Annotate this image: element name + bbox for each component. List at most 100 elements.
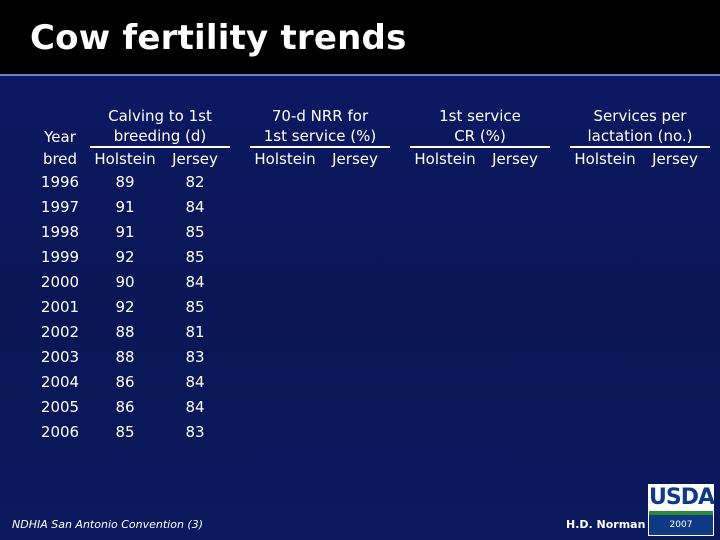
empty-cell: [410, 295, 480, 320]
empty-cell: [640, 195, 710, 220]
empty-cell: [410, 345, 480, 370]
empty-cell: [640, 320, 710, 345]
empty-cell: [230, 295, 250, 320]
footer-left: NDHIA San Antonio Convention (3): [12, 518, 204, 531]
usda-logo-year: 2007: [649, 515, 713, 535]
empty-cell: [640, 345, 710, 370]
empty-cell: [320, 270, 390, 295]
empty-cell: [410, 220, 480, 245]
table-row: 2004 86 84: [30, 370, 710, 395]
table-row: 2002 88 81: [30, 320, 710, 345]
year-cell: 2002: [40, 323, 80, 341]
table-body: 1996 89 82 1997 91 84 1998 91 85 1999 92 85 2000 90 84…: [30, 170, 710, 445]
empty-cell: [570, 370, 640, 395]
year-cell: 2001: [40, 298, 80, 316]
empty-cell: [410, 420, 480, 445]
empty-cell: [390, 170, 410, 195]
header-row-2: Year bred Holstein Jersey Holstein Jerse…: [30, 127, 710, 170]
year-cell: 1997: [40, 198, 80, 216]
group-header-services: Services per lactation (no.): [570, 106, 710, 148]
empty-cell: [550, 220, 570, 245]
empty-cell: [230, 370, 250, 395]
empty-cell: [480, 195, 550, 220]
table-row: 1996 89 82: [30, 170, 710, 195]
group-header-cr: 1st service CR (%): [410, 106, 550, 148]
holstein-calving-cell: 92: [115, 248, 135, 266]
empty-cell: [640, 270, 710, 295]
empty-cell: [570, 245, 640, 270]
table-row: 1998 91 85: [30, 220, 710, 245]
empty-cell: [320, 295, 390, 320]
year-cell: 1996: [40, 173, 80, 191]
empty-cell: [570, 195, 640, 220]
empty-cell: [250, 420, 320, 445]
holstein-calving-cell: 85: [115, 423, 135, 441]
holstein-calving-cell: 92: [115, 298, 135, 316]
year-cell: 2005: [40, 398, 80, 416]
jersey-calving-cell: 84: [185, 373, 205, 391]
year-cell: 1998: [40, 223, 80, 241]
empty-cell: [640, 245, 710, 270]
empty-cell: [250, 270, 320, 295]
empty-cell: [230, 245, 250, 270]
empty-cell: [480, 345, 550, 370]
empty-cell: [320, 245, 390, 270]
empty-cell: [550, 195, 570, 220]
empty-cell: [250, 220, 320, 245]
breed-header-jersey: Jersey: [332, 150, 378, 168]
table-row: 1999 92 85: [30, 245, 710, 270]
empty-cell: [320, 345, 390, 370]
empty-cell: [390, 295, 410, 320]
empty-cell: [570, 295, 640, 320]
empty-cell: [230, 270, 250, 295]
empty-cell: [320, 395, 390, 420]
year-cell: 2004: [40, 373, 80, 391]
jersey-calving-cell: 85: [185, 223, 205, 241]
breed-header-holstein: Holstein: [254, 150, 316, 168]
header-row-1: Calving to 1st breeding (d) 70-d NRR for…: [30, 106, 710, 148]
empty-cell: [570, 395, 640, 420]
jersey-calving-cell: 85: [185, 248, 205, 266]
empty-cell: [550, 245, 570, 270]
empty-cell: [550, 370, 570, 395]
holstein-calving-cell: 86: [115, 398, 135, 416]
empty-cell: [250, 395, 320, 420]
empty-cell: [640, 395, 710, 420]
slide-title: Cow fertility trends: [30, 18, 407, 58]
empty-cell: [250, 345, 320, 370]
empty-cell: [320, 195, 390, 220]
holstein-calving-cell: 90: [115, 273, 135, 291]
empty-cell: [250, 320, 320, 345]
empty-cell: [390, 270, 410, 295]
empty-cell: [250, 245, 320, 270]
empty-cell: [570, 170, 640, 195]
year-header: Year bred: [42, 127, 78, 168]
year-cell: 2000: [40, 273, 80, 291]
empty-cell: [640, 370, 710, 395]
holstein-calving-cell: 91: [115, 198, 135, 216]
jersey-calving-cell: 84: [185, 398, 205, 416]
holstein-calving-cell: 88: [115, 323, 135, 341]
empty-cell: [230, 420, 250, 445]
empty-cell: [570, 420, 640, 445]
empty-cell: [230, 395, 250, 420]
empty-cell: [250, 370, 320, 395]
empty-cell: [640, 420, 710, 445]
jersey-calving-cell: 84: [185, 198, 205, 216]
empty-cell: [550, 320, 570, 345]
empty-cell: [480, 395, 550, 420]
breed-header-holstein: Holstein: [414, 150, 476, 168]
empty-cell: [390, 245, 410, 270]
empty-cell: [410, 195, 480, 220]
jersey-calving-cell: 85: [185, 298, 205, 316]
usda-logo-word: USDA: [649, 485, 715, 510]
empty-cell: [230, 170, 250, 195]
empty-cell: [390, 370, 410, 395]
breed-header-jersey: Jersey: [172, 150, 218, 168]
table-row: 2003 88 83: [30, 345, 710, 370]
group-header-nrr: 70-d NRR for 1st service (%): [250, 106, 390, 148]
usda-logo: USDA 2007: [648, 484, 715, 536]
empty-cell: [570, 270, 640, 295]
empty-cell: [320, 320, 390, 345]
empty-cell: [390, 395, 410, 420]
